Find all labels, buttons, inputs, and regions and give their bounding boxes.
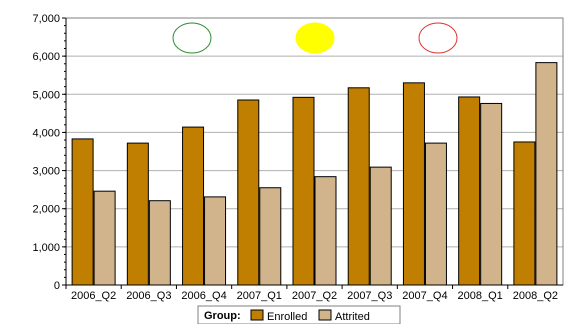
status-indicators bbox=[172, 22, 458, 54]
axes bbox=[62, 17, 564, 289]
legend-swatch-attrited bbox=[318, 309, 332, 321]
bar-enrolled-2006_Q2 bbox=[71, 138, 94, 286]
y-tick-label: 1,000 bbox=[32, 242, 60, 254]
x-tick-label: 2006_Q3 bbox=[126, 290, 171, 302]
legend: Group: Enrolled Attrited bbox=[197, 305, 401, 324]
bar-enrolled-2007_Q1 bbox=[237, 99, 260, 286]
legend-swatch-enrolled bbox=[250, 309, 264, 321]
y-tick-label: 6,000 bbox=[32, 51, 60, 63]
y-tick-label: 5,000 bbox=[32, 89, 60, 101]
y-tick-label: 4,000 bbox=[32, 127, 60, 139]
bar-attrited-2006_Q2 bbox=[93, 190, 116, 286]
x-tick-label: 2007_Q3 bbox=[347, 290, 392, 302]
bar-attrited-2007_Q3 bbox=[369, 166, 392, 286]
green-indicator bbox=[172, 22, 212, 54]
y-tick-labels: 0 1,000 2,000 3,000 4,000 5,000 6,000 7,000 bbox=[32, 13, 60, 292]
bar-attrited-2007_Q1 bbox=[259, 187, 282, 286]
bar-enrolled-2008_Q2 bbox=[513, 141, 536, 286]
x-tick-label: 2007_Q1 bbox=[237, 290, 282, 302]
x-tick-label: 2007_Q4 bbox=[402, 290, 447, 302]
x-tick-label: 2008_Q1 bbox=[458, 290, 503, 302]
bar-attrited-2008_Q1 bbox=[480, 102, 503, 286]
y-tick-label: 7,000 bbox=[32, 13, 60, 25]
bar-enrolled-2006_Q4 bbox=[182, 126, 205, 286]
bar-attrited-2007_Q2 bbox=[314, 176, 337, 286]
bar-attrited-2006_Q3 bbox=[148, 200, 171, 286]
y-tick-label: 3,000 bbox=[32, 166, 60, 178]
x-tick-label: 2007_Q2 bbox=[292, 290, 337, 302]
legend-label-attrited: Attrited bbox=[335, 311, 370, 323]
y-tick-label: 2,000 bbox=[32, 204, 60, 216]
legend-box bbox=[197, 305, 401, 324]
bar-enrolled-2007_Q2 bbox=[292, 96, 315, 286]
bar-attrited-2008_Q2 bbox=[535, 62, 558, 286]
x-tick-label: 2008_Q2 bbox=[513, 290, 558, 302]
x-tick-label: 2006_Q4 bbox=[181, 290, 226, 302]
yellow-indicator bbox=[295, 22, 335, 54]
y-tick-label: 0 bbox=[54, 280, 60, 292]
bar-enrolled-2007_Q4 bbox=[402, 82, 425, 286]
red-indicator bbox=[418, 22, 458, 54]
bar-enrolled-2008_Q1 bbox=[458, 96, 481, 286]
bar-enrolled-2006_Q3 bbox=[126, 142, 149, 286]
bar-enrolled-2007_Q3 bbox=[347, 87, 370, 286]
bar-attrited-2006_Q4 bbox=[204, 196, 227, 286]
bars bbox=[71, 62, 558, 286]
legend-title: Group: bbox=[204, 310, 241, 322]
x-tick-labels: 2006_Q2 2006_Q3 2006_Q4 2007_Q1 2007_Q2 2007_… bbox=[71, 290, 558, 302]
x-tick-label: 2006_Q2 bbox=[71, 290, 116, 302]
bar-attrited-2007_Q4 bbox=[424, 142, 447, 286]
legend-label-enrolled: Enrolled bbox=[267, 311, 307, 323]
